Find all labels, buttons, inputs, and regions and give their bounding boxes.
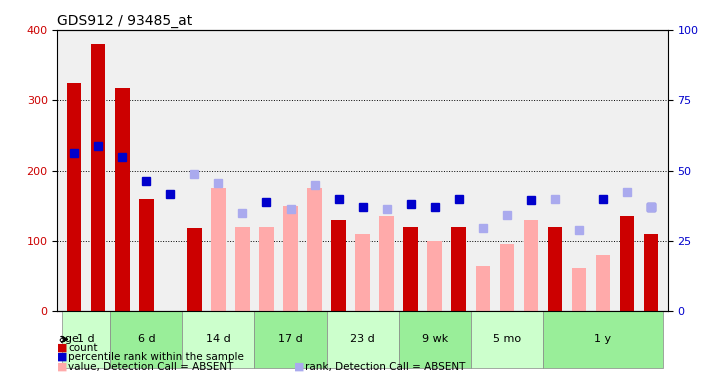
Bar [548,227,562,311]
Text: 9 wk: 9 wk [421,334,448,344]
Text: count: count [68,343,98,353]
Bar [284,206,298,311]
FancyBboxPatch shape [471,311,543,368]
Text: 1 d: 1 d [78,334,95,344]
Text: percentile rank within the sample: percentile rank within the sample [68,352,244,362]
Text: 5 mo: 5 mo [493,334,521,344]
Bar [115,88,129,311]
Bar [91,44,106,311]
Text: ■: ■ [57,343,68,353]
Bar [500,244,514,311]
Bar [644,234,658,311]
Bar [67,83,81,311]
FancyBboxPatch shape [182,311,254,368]
FancyBboxPatch shape [398,311,471,368]
Text: value, Detection Call = ABSENT: value, Detection Call = ABSENT [68,362,233,372]
Bar [572,268,586,311]
Text: GDS912 / 93485_at: GDS912 / 93485_at [57,13,192,28]
Bar [379,216,394,311]
FancyBboxPatch shape [327,311,398,368]
FancyBboxPatch shape [254,311,327,368]
Bar [620,216,634,311]
Bar [475,266,490,311]
Bar [211,188,225,311]
FancyBboxPatch shape [62,311,111,368]
Text: age: age [58,334,79,344]
Text: 17 d: 17 d [278,334,303,344]
Text: 14 d: 14 d [206,334,230,344]
Bar [259,227,274,311]
Text: 1 y: 1 y [595,334,612,344]
Text: rank, Detection Call = ABSENT: rank, Detection Call = ABSENT [305,362,465,372]
Bar [596,255,610,311]
Bar [187,228,202,311]
Text: 23 d: 23 d [350,334,375,344]
Bar [523,220,538,311]
Bar [355,234,370,311]
Bar [452,227,466,311]
FancyBboxPatch shape [111,311,182,368]
Bar [139,199,154,311]
Bar [307,188,322,311]
Text: 6 d: 6 d [138,334,155,344]
Text: ■: ■ [57,352,68,362]
Bar [236,227,250,311]
Bar [427,241,442,311]
Text: ■: ■ [294,362,305,372]
FancyBboxPatch shape [543,311,663,368]
Bar [404,227,418,311]
Text: ■: ■ [57,362,68,372]
Bar [331,220,346,311]
